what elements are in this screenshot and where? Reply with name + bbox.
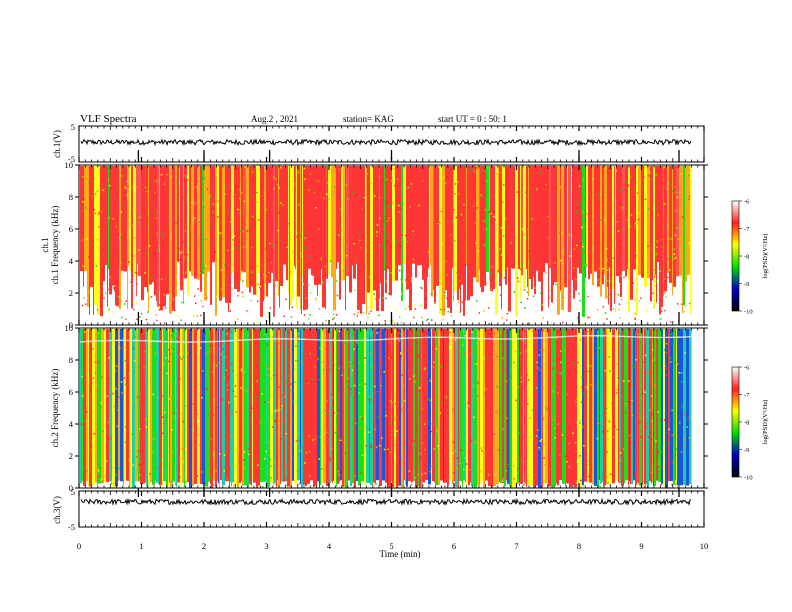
time-tick-1: 1 <box>139 541 143 551</box>
ch2-colorbar-tick-2: -8 <box>744 420 749 427</box>
ch2-spec-ytick-2: 2 <box>69 451 73 461</box>
ch3-waveform-panel: 5 -5 ch.3(V) <box>52 487 705 532</box>
ch2-colorbar: -6 -7 -8 -9 -10 log(PSD)(V²/Hz) <box>731 365 769 482</box>
ch1-colorbar-label: log(PSD)(V²/Hz) <box>762 234 769 279</box>
ch2-colorbar-tick-3: -9 <box>744 447 749 454</box>
ch2-spectrogram-panel: 0 2 4 6 8 10 ch.2 Frequency (kHz) <box>50 323 708 493</box>
ch2-spec-ylabel: ch.2 Frequency (kHz) <box>50 369 60 448</box>
ch1-colorbar-tick-1: -7 <box>744 226 750 233</box>
ch2-colorbar-tick-4: -10 <box>744 475 753 482</box>
time-tick-5: 5 <box>389 541 393 551</box>
ch1-colorbar-tick-4: -10 <box>744 309 753 316</box>
ch1-colorbar-tick-2: -8 <box>744 254 749 261</box>
ch1-spec-ytick-8: 8 <box>69 192 73 202</box>
time-axis-ticks <box>78 126 705 527</box>
ch1-wave-ylabel: ch.1(V) <box>52 130 62 158</box>
ch1-ytick-top: 5 <box>71 122 75 132</box>
ch1-spec-ylabel-a: ch.1 <box>40 237 50 252</box>
time-tick-9: 9 <box>639 541 643 551</box>
time-tick-3: 3 <box>264 541 268 551</box>
station-label: station= KAG <box>343 114 394 124</box>
ch2-spec-ytick-10: 10 <box>65 323 74 333</box>
ch1-spectrogram-image <box>80 166 703 325</box>
ch1-spec-ytick-6: 6 <box>69 224 73 234</box>
ch1-spec-ytick-2: 2 <box>69 288 73 298</box>
ch1-spectrogram-panel: 0 2 4 6 8 10 ch.1 ch.1 Frequency (kHz) <box>40 160 708 330</box>
ch2-colorbar-tick-1: -7 <box>744 392 750 399</box>
time-axis-tick-labels: 0 1 2 3 4 5 6 7 8 9 10 <box>77 541 708 551</box>
ch2-colorbar-label: log(PSD)(V²/Hz) <box>762 400 769 445</box>
ch1-colorbar-tick-3: -9 <box>744 281 749 288</box>
ch2-spec-ytick-6: 6 <box>69 387 73 397</box>
time-axis-label: Time (min) <box>380 549 421 559</box>
ch1-colorbar: -6 -7 -8 -9 -10 log(PSD)(V²/Hz) <box>731 199 769 316</box>
ch1-spec-ytick-0: 0 <box>69 320 73 330</box>
time-tick-10: 10 <box>700 541 709 551</box>
ch2-spectrogram-image <box>78 329 703 488</box>
ch3-ytick-bottom: -5 <box>68 522 75 532</box>
ch1-waveform-line <box>80 137 692 147</box>
chart-title: VLF Spectra <box>80 113 137 125</box>
time-tick-2: 2 <box>202 541 206 551</box>
ch1-spec-ylabel: ch.1 Frequency (kHz) <box>50 206 60 285</box>
time-tick-8: 8 <box>577 541 581 551</box>
time-tick-6: 6 <box>452 541 456 551</box>
time-tick-0: 0 <box>77 541 81 551</box>
ch1-spec-ytick-10: 10 <box>65 160 74 170</box>
date-label: Aug.2 , 2021 <box>251 114 298 124</box>
time-tick-4: 4 <box>327 541 332 551</box>
ch2-colorbar-tick-0: -6 <box>744 365 750 372</box>
ch2-spec-ytick-0: 0 <box>69 483 73 493</box>
ch3-wave-ylabel: ch.3(V) <box>52 496 62 524</box>
ch1-waveform-panel: 5 -5 ch.1(V) <box>52 122 705 164</box>
ch1-colorbar-tick-0: -6 <box>744 199 750 206</box>
time-tick-7: 7 <box>514 541 518 551</box>
ch3-waveform-line <box>80 497 692 507</box>
start-time-label: start UT = 0 : 50: 1 <box>438 114 507 124</box>
ch2-spec-ytick-8: 8 <box>69 355 73 365</box>
ch3-ytick-top: 5 <box>71 487 75 497</box>
ch1-spec-ytick-4: 4 <box>69 256 74 266</box>
ch1-ytick-bottom: -5 <box>68 154 75 164</box>
ch2-spec-ytick-4: 4 <box>69 419 74 429</box>
